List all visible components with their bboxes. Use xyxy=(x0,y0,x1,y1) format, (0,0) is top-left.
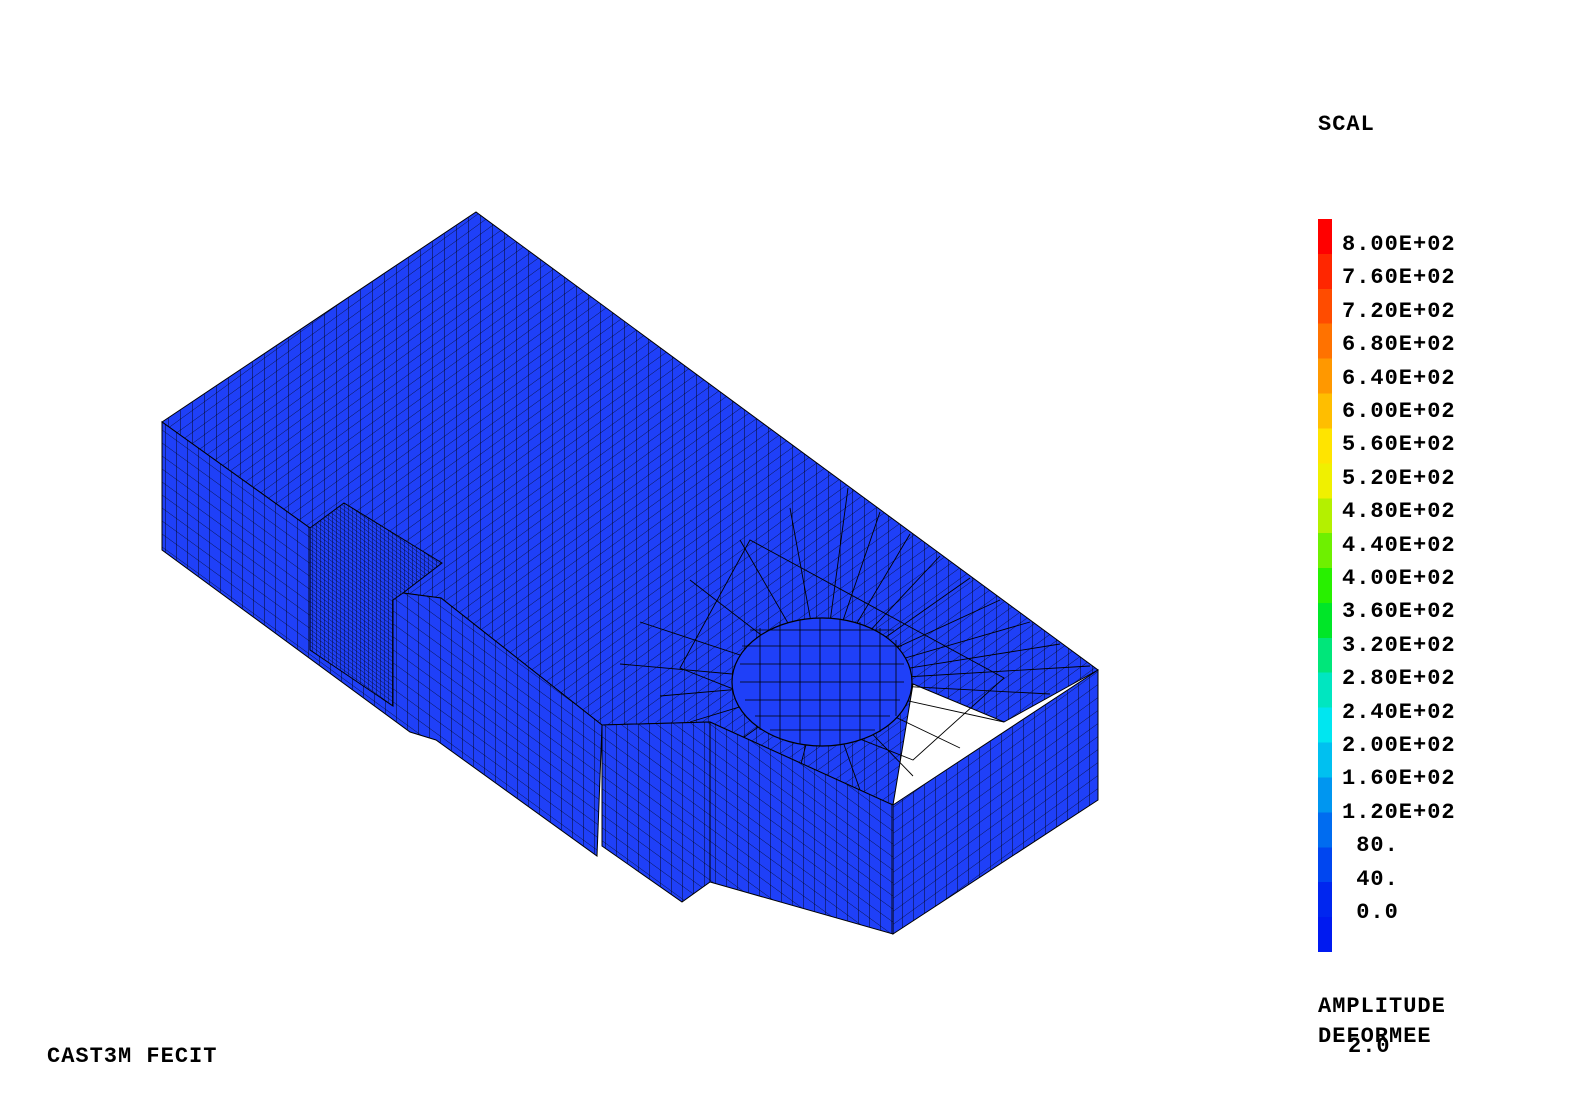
color-scale-label: 5.60E+02 xyxy=(1342,432,1456,458)
color-scale-label: 8.00E+02 xyxy=(1342,232,1456,257)
color-scale-label: 4.40E+02 xyxy=(1342,532,1456,558)
color-scale-label: 6.00E+02 xyxy=(1342,399,1456,424)
color-scale-label: 6.40E+02 xyxy=(1342,365,1456,391)
mesh-front-face xyxy=(709,721,894,935)
color-scale-label: 6.80E+02 xyxy=(1342,332,1456,358)
color-scale-label: 3.60E+02 xyxy=(1342,599,1456,625)
deformation-label-line1: AMPLITUDE xyxy=(1318,994,1446,1019)
color-scale-label: 4.80E+02 xyxy=(1342,499,1456,525)
footer-credit: CAST3M FECIT xyxy=(47,1044,218,1069)
mesh-top-face xyxy=(161,211,1099,806)
mesh-middle-face xyxy=(601,721,711,903)
mesh-right-face xyxy=(892,669,1099,935)
mesh-view xyxy=(161,211,1099,935)
color-scale-label: 4.00E+02 xyxy=(1342,566,1456,591)
color-scale-bar xyxy=(1318,219,1332,952)
color-scale-label: 2.80E+02 xyxy=(1342,666,1456,692)
color-scale-label: 2.40E+02 xyxy=(1342,699,1456,725)
color-scale-label: 3.20E+02 xyxy=(1342,632,1456,658)
field-title: SCAL xyxy=(1318,112,1375,137)
color-scale-label: 0.0 xyxy=(1342,900,1399,925)
deformation-value: 2.0 xyxy=(1348,1034,1391,1059)
color-scale-label: 1.20E+02 xyxy=(1342,799,1456,825)
color-scale-label: 40. xyxy=(1342,866,1399,892)
color-scale-label: 7.20E+02 xyxy=(1342,298,1456,324)
color-scale-label: 2.00E+02 xyxy=(1342,733,1456,758)
color-scale-label: 7.60E+02 xyxy=(1342,265,1456,291)
color-scale-label: 5.20E+02 xyxy=(1342,465,1456,491)
color-scale-label: 1.60E+02 xyxy=(1342,766,1456,792)
color-scale-label: 80. xyxy=(1342,833,1399,859)
deformation-label-line2: DEFORMEE xyxy=(1318,1024,1432,1049)
mesh-notch xyxy=(309,502,443,707)
